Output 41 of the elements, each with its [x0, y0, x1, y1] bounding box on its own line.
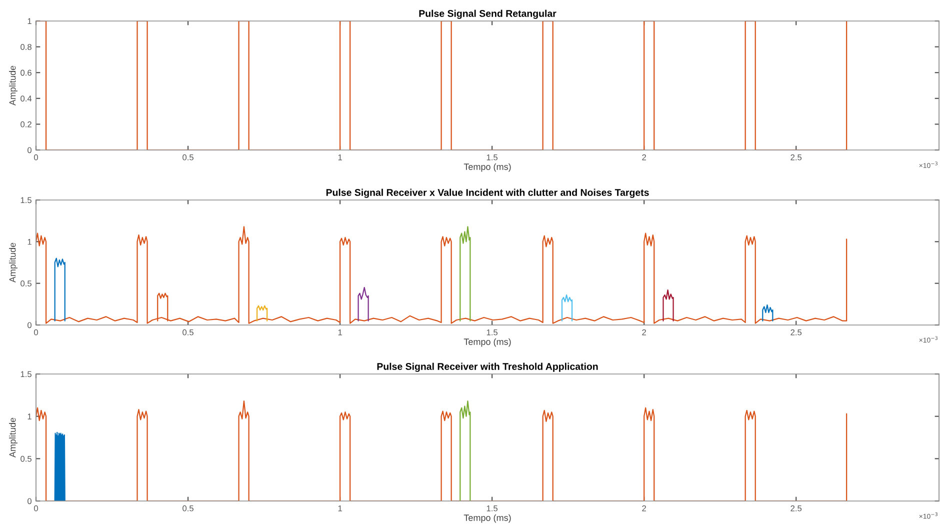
y-axis-title: Amplitude — [9, 66, 18, 106]
x-tick-label: 1 — [338, 329, 342, 336]
y-tick-label: 1 — [28, 18, 32, 24]
y-tick-label: 0.6 — [20, 70, 32, 76]
y-tick-label: 0.8 — [20, 44, 32, 50]
x-tick-label: 2.5 — [790, 505, 802, 512]
y-tick-label: 1 — [28, 414, 32, 420]
x-tick-label: 0.5 — [182, 505, 194, 512]
y-tick-label: 0 — [28, 147, 32, 154]
y-tick-label: 0.4 — [20, 96, 32, 102]
x-tick-label: 1 — [338, 505, 342, 512]
x-tick-label: 0.5 — [182, 329, 194, 336]
x-axis-title: Tempo (ms) — [464, 338, 511, 347]
y-tick-label: 0.5 — [20, 280, 32, 286]
y-tick-label: 0.5 — [20, 456, 32, 462]
x-axis-title: Tempo (ms) — [464, 514, 511, 523]
y-tick-label: 0 — [28, 322, 32, 328]
y-tick-label: 0 — [28, 498, 32, 504]
chart-title: Pulse Signal Send Retangular — [419, 10, 556, 19]
x-tick-label: 0.5 — [182, 154, 194, 160]
y-axis-title: Amplitude — [9, 242, 18, 283]
x-tick-label: 2.5 — [790, 154, 802, 160]
x-tick-label: 0 — [34, 329, 38, 336]
x-tick-label: 1.5 — [486, 154, 498, 160]
x-tick-label: 0 — [34, 154, 38, 160]
x-tick-label: 2 — [642, 329, 646, 336]
chart-title: Pulse Signal Receiver x Value Incident with clutter and Noises Targets — [326, 188, 649, 198]
x-tick-label: 2 — [642, 154, 646, 160]
y-tick-label: 1.5 — [20, 197, 32, 204]
x-tick-label: 2.5 — [790, 329, 802, 336]
x-tick-label: 1.5 — [486, 505, 498, 512]
y-tick-label: 1 — [28, 238, 32, 245]
y-tick-label: 1.5 — [20, 371, 32, 378]
y-tick-label: 0.2 — [20, 121, 32, 128]
x-tick-label: 0 — [34, 505, 38, 512]
x-tick-label: 2 — [642, 505, 646, 512]
chart-title: Pulse Signal Receiver with Treshold Application — [377, 362, 598, 372]
x-tick-label: 1 — [338, 154, 342, 160]
y-axis-title: Amplitude — [9, 418, 18, 458]
x-axis-title: Tempo (ms) — [464, 163, 511, 172]
x-tick-label: 1.5 — [486, 329, 498, 336]
